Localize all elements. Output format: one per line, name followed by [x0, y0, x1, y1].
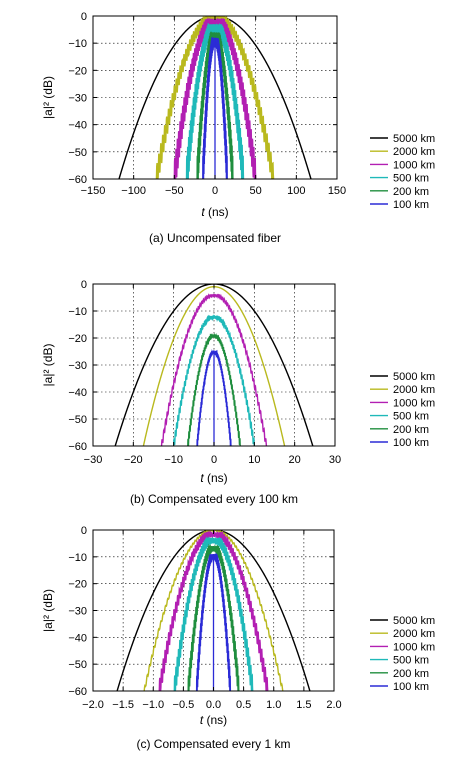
legend-label: 1000 km — [393, 641, 435, 653]
chart-1: −150 −100 −50 0 50 100 150 0 −10 −20 −30 −40 −50 −60 t… — [41, 11, 435, 245]
y-tick-label: −10 — [68, 306, 87, 318]
series-line-5000-km — [114, 284, 314, 446]
x-tick-label: 1.5 — [296, 699, 311, 711]
chart-caption: (c) Compensated every 1 km — [136, 737, 290, 751]
legend-label: 100 km — [393, 199, 429, 211]
legend-label: 500 km — [393, 411, 429, 423]
series-line-1000-km — [160, 293, 268, 446]
x-axis-label: t (ns) — [200, 471, 227, 485]
series-line-5000-km — [116, 530, 311, 691]
y-tick-label: −60 — [68, 686, 87, 698]
x-axis-label-unit: (ns) — [208, 205, 229, 219]
y-tick-label: −20 — [68, 65, 87, 77]
y-tick-label: 0 — [81, 279, 87, 291]
y-tick-label: −40 — [68, 632, 87, 644]
series-line-200-km — [187, 332, 241, 446]
chart-3: −2.0 −1.5 −1.0 −0.5 0.0 0.5 1.0 1.5 2.0 0 −10 −20 −3… — [41, 525, 435, 751]
series-line-1000-km — [173, 17, 257, 179]
y-tick-label: −50 — [68, 147, 87, 159]
legend-label: 2000 km — [393, 384, 435, 396]
legend-label: 500 km — [393, 173, 429, 185]
y-tick-label: 0 — [81, 11, 87, 23]
y-tick-label: −10 — [68, 38, 87, 50]
chart-2: −30 −20 −10 0 10 20 30 0 −10 −20 −30 −40 −50 −60 t (ns… — [41, 279, 435, 506]
y-tick-label: −30 — [68, 360, 87, 372]
x-tick-label: 150 — [328, 185, 346, 197]
x-tick-label: −10 — [164, 454, 183, 466]
x-axis-label-var: t — [200, 713, 207, 727]
x-tick-label: −1.0 — [142, 699, 164, 711]
legend-label: 100 km — [393, 437, 429, 449]
y-axis-label: |a|² (dB) — [41, 344, 55, 387]
y-tick-label: −10 — [68, 552, 87, 564]
y-tick-label: −40 — [68, 387, 87, 399]
y-tick-label: −40 — [68, 120, 87, 132]
x-tick-label: 100 — [287, 185, 305, 197]
series-line-500-km — [172, 314, 256, 446]
y-tick-label: −20 — [68, 579, 87, 591]
legend-label: 5000 km — [393, 133, 435, 145]
x-axis-label-var: t — [201, 205, 208, 219]
chart-caption: (b) Compensated every 100 km — [130, 492, 298, 506]
x-axis-label-unit: (ns) — [207, 471, 228, 485]
plot-area — [114, 284, 314, 446]
x-tick-label: 2.0 — [326, 699, 341, 711]
legend-label: 200 km — [393, 424, 429, 436]
x-tick-label: 0 — [211, 454, 217, 466]
x-tick-label: −50 — [165, 185, 184, 197]
y-tick-label: −50 — [68, 659, 87, 671]
y-tick-label: −30 — [68, 93, 87, 105]
series-line-5000-km — [118, 16, 312, 179]
series-line-200-km — [196, 31, 234, 179]
legend-label: 100 km — [393, 681, 429, 693]
y-axis-label: |a|² (dB) — [41, 589, 55, 632]
series-line-500-km — [173, 536, 254, 691]
x-tick-label: −2.0 — [82, 699, 104, 711]
y-axis-label: |a|² (dB) — [41, 76, 55, 119]
x-tick-label: 10 — [248, 454, 260, 466]
legend-label: 200 km — [393, 668, 429, 680]
x-tick-label: 1.0 — [266, 699, 281, 711]
x-axis-label-var: t — [200, 471, 207, 485]
series-line-500-km — [185, 22, 245, 179]
y-tick-label: −60 — [68, 174, 87, 186]
legend-label: 500 km — [393, 655, 429, 667]
y-tick-label: 0 — [81, 525, 87, 537]
x-tick-label: 50 — [250, 185, 262, 197]
plot-area — [118, 16, 312, 179]
x-tick-label: 0.0 — [206, 699, 221, 711]
x-tick-label: −20 — [124, 454, 143, 466]
x-tick-label: 0.5 — [236, 699, 251, 711]
x-tick-label: 20 — [289, 454, 301, 466]
legend-label: 5000 km — [393, 615, 435, 627]
x-tick-label: −150 — [81, 185, 106, 197]
series-line-200-km — [187, 543, 240, 691]
legend-label: 200 km — [393, 186, 429, 198]
chart-caption: (a) Uncompensated fiber — [149, 231, 281, 245]
y-tick-label: −60 — [68, 441, 87, 453]
legend-label: 5000 km — [393, 371, 435, 383]
x-tick-label: −100 — [121, 185, 146, 197]
y-tick-label: −30 — [68, 606, 87, 618]
x-tick-label: 30 — [329, 454, 341, 466]
x-tick-label: −30 — [84, 454, 103, 466]
x-axis-label: t (ns) — [200, 713, 227, 727]
legend-label: 1000 km — [393, 159, 435, 171]
plot-area — [116, 530, 311, 691]
x-axis-label: t (ns) — [201, 205, 228, 219]
y-tick-label: −50 — [68, 414, 87, 426]
y-tick-label: −20 — [68, 333, 87, 345]
legend-label: 2000 km — [393, 146, 435, 158]
x-axis-label-unit: (ns) — [207, 713, 228, 727]
x-tick-label: −1.5 — [112, 699, 134, 711]
x-tick-label: 0 — [212, 185, 218, 197]
x-tick-label: −0.5 — [173, 699, 195, 711]
legend-label: 1000 km — [393, 397, 435, 409]
legend-label: 2000 km — [393, 628, 435, 640]
